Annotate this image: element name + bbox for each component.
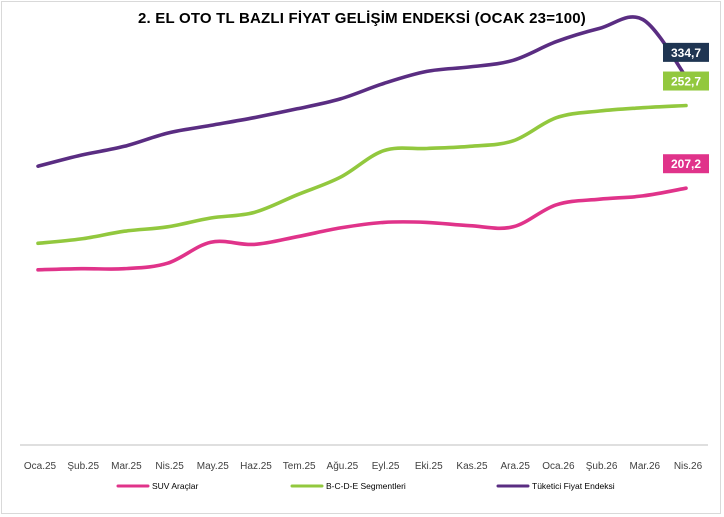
end-label-tuketici-fiyat-endeksi: 334,7 bbox=[663, 42, 709, 62]
end-label-text: 252,7 bbox=[671, 75, 701, 89]
series-line-tuketici-fiyat-endeksi bbox=[36, 15, 688, 168]
x-tick-label: Ara.25 bbox=[500, 461, 530, 472]
legend-label: SUV Araçlar bbox=[152, 481, 198, 491]
x-axis: Oca.25 Şub.25 Mar.25 Nis.25 May.25 Haz.25 Tem.… bbox=[20, 444, 708, 472]
x-tick-label: Mar.26 bbox=[630, 461, 661, 472]
end-label-box bbox=[663, 42, 709, 62]
chart-title: 2. EL OTO TL BAZLI FİYAT GELİŞİM ENDEKSİ… bbox=[138, 10, 586, 27]
x-tick-labels: Oca.25 Şub.25 Mar.25 Nis.25 May.25 Haz.25 Tem.… bbox=[24, 461, 703, 472]
x-tick-label: Tem.25 bbox=[283, 461, 316, 472]
end-label-box bbox=[663, 71, 709, 91]
x-tick-label: Kas.25 bbox=[456, 461, 488, 472]
legend-label: B-C-D-E Segmentleri bbox=[326, 481, 406, 491]
legend-item-tuketici-fiyat-endeksi: Tüketici Fiyat Endeksi bbox=[496, 481, 615, 491]
x-tick-label: Şub.26 bbox=[586, 461, 618, 472]
legend-label: Tüketici Fiyat Endeksi bbox=[532, 481, 615, 491]
end-labels: 207,2 252,7 334,7 bbox=[663, 42, 709, 174]
legend-item-b-c-d-e-segmentleri: B-C-D-E Segmentleri bbox=[290, 481, 406, 491]
x-tick-label: Haz.25 bbox=[240, 461, 272, 472]
end-label-suv-araclar: 207,2 bbox=[663, 154, 709, 174]
x-tick-label: Nis.26 bbox=[674, 461, 703, 472]
legend: SUV Araçlar B-C-D-E Segmentleri Tüketici F… bbox=[116, 481, 615, 491]
x-tick-label: Nis.25 bbox=[155, 461, 184, 472]
x-tick-label: Mar.25 bbox=[111, 461, 142, 472]
end-label-text: 334,7 bbox=[671, 46, 701, 60]
series-line-suv-araclar bbox=[36, 186, 688, 272]
legend-item-suv-araclar: SUV Araçlar bbox=[116, 481, 198, 491]
x-tick-label: Ağu.25 bbox=[327, 461, 359, 472]
x-tick-label: Eki.25 bbox=[415, 461, 443, 472]
end-label-text: 207,2 bbox=[671, 157, 701, 171]
x-tick-label: Şub.25 bbox=[67, 461, 99, 472]
series-line-b-c-d-e-segmentleri bbox=[36, 103, 688, 246]
x-tick-label: May.25 bbox=[197, 461, 229, 472]
x-tick-label: Oca.26 bbox=[542, 461, 575, 472]
x-tick-label: Oca.25 bbox=[24, 461, 57, 472]
end-label-b-c-d-e-segmentleri: 252,7 bbox=[663, 71, 709, 91]
x-tick-label: Eyl.25 bbox=[372, 461, 400, 472]
series-lines bbox=[36, 15, 688, 272]
end-label-box bbox=[663, 154, 709, 174]
